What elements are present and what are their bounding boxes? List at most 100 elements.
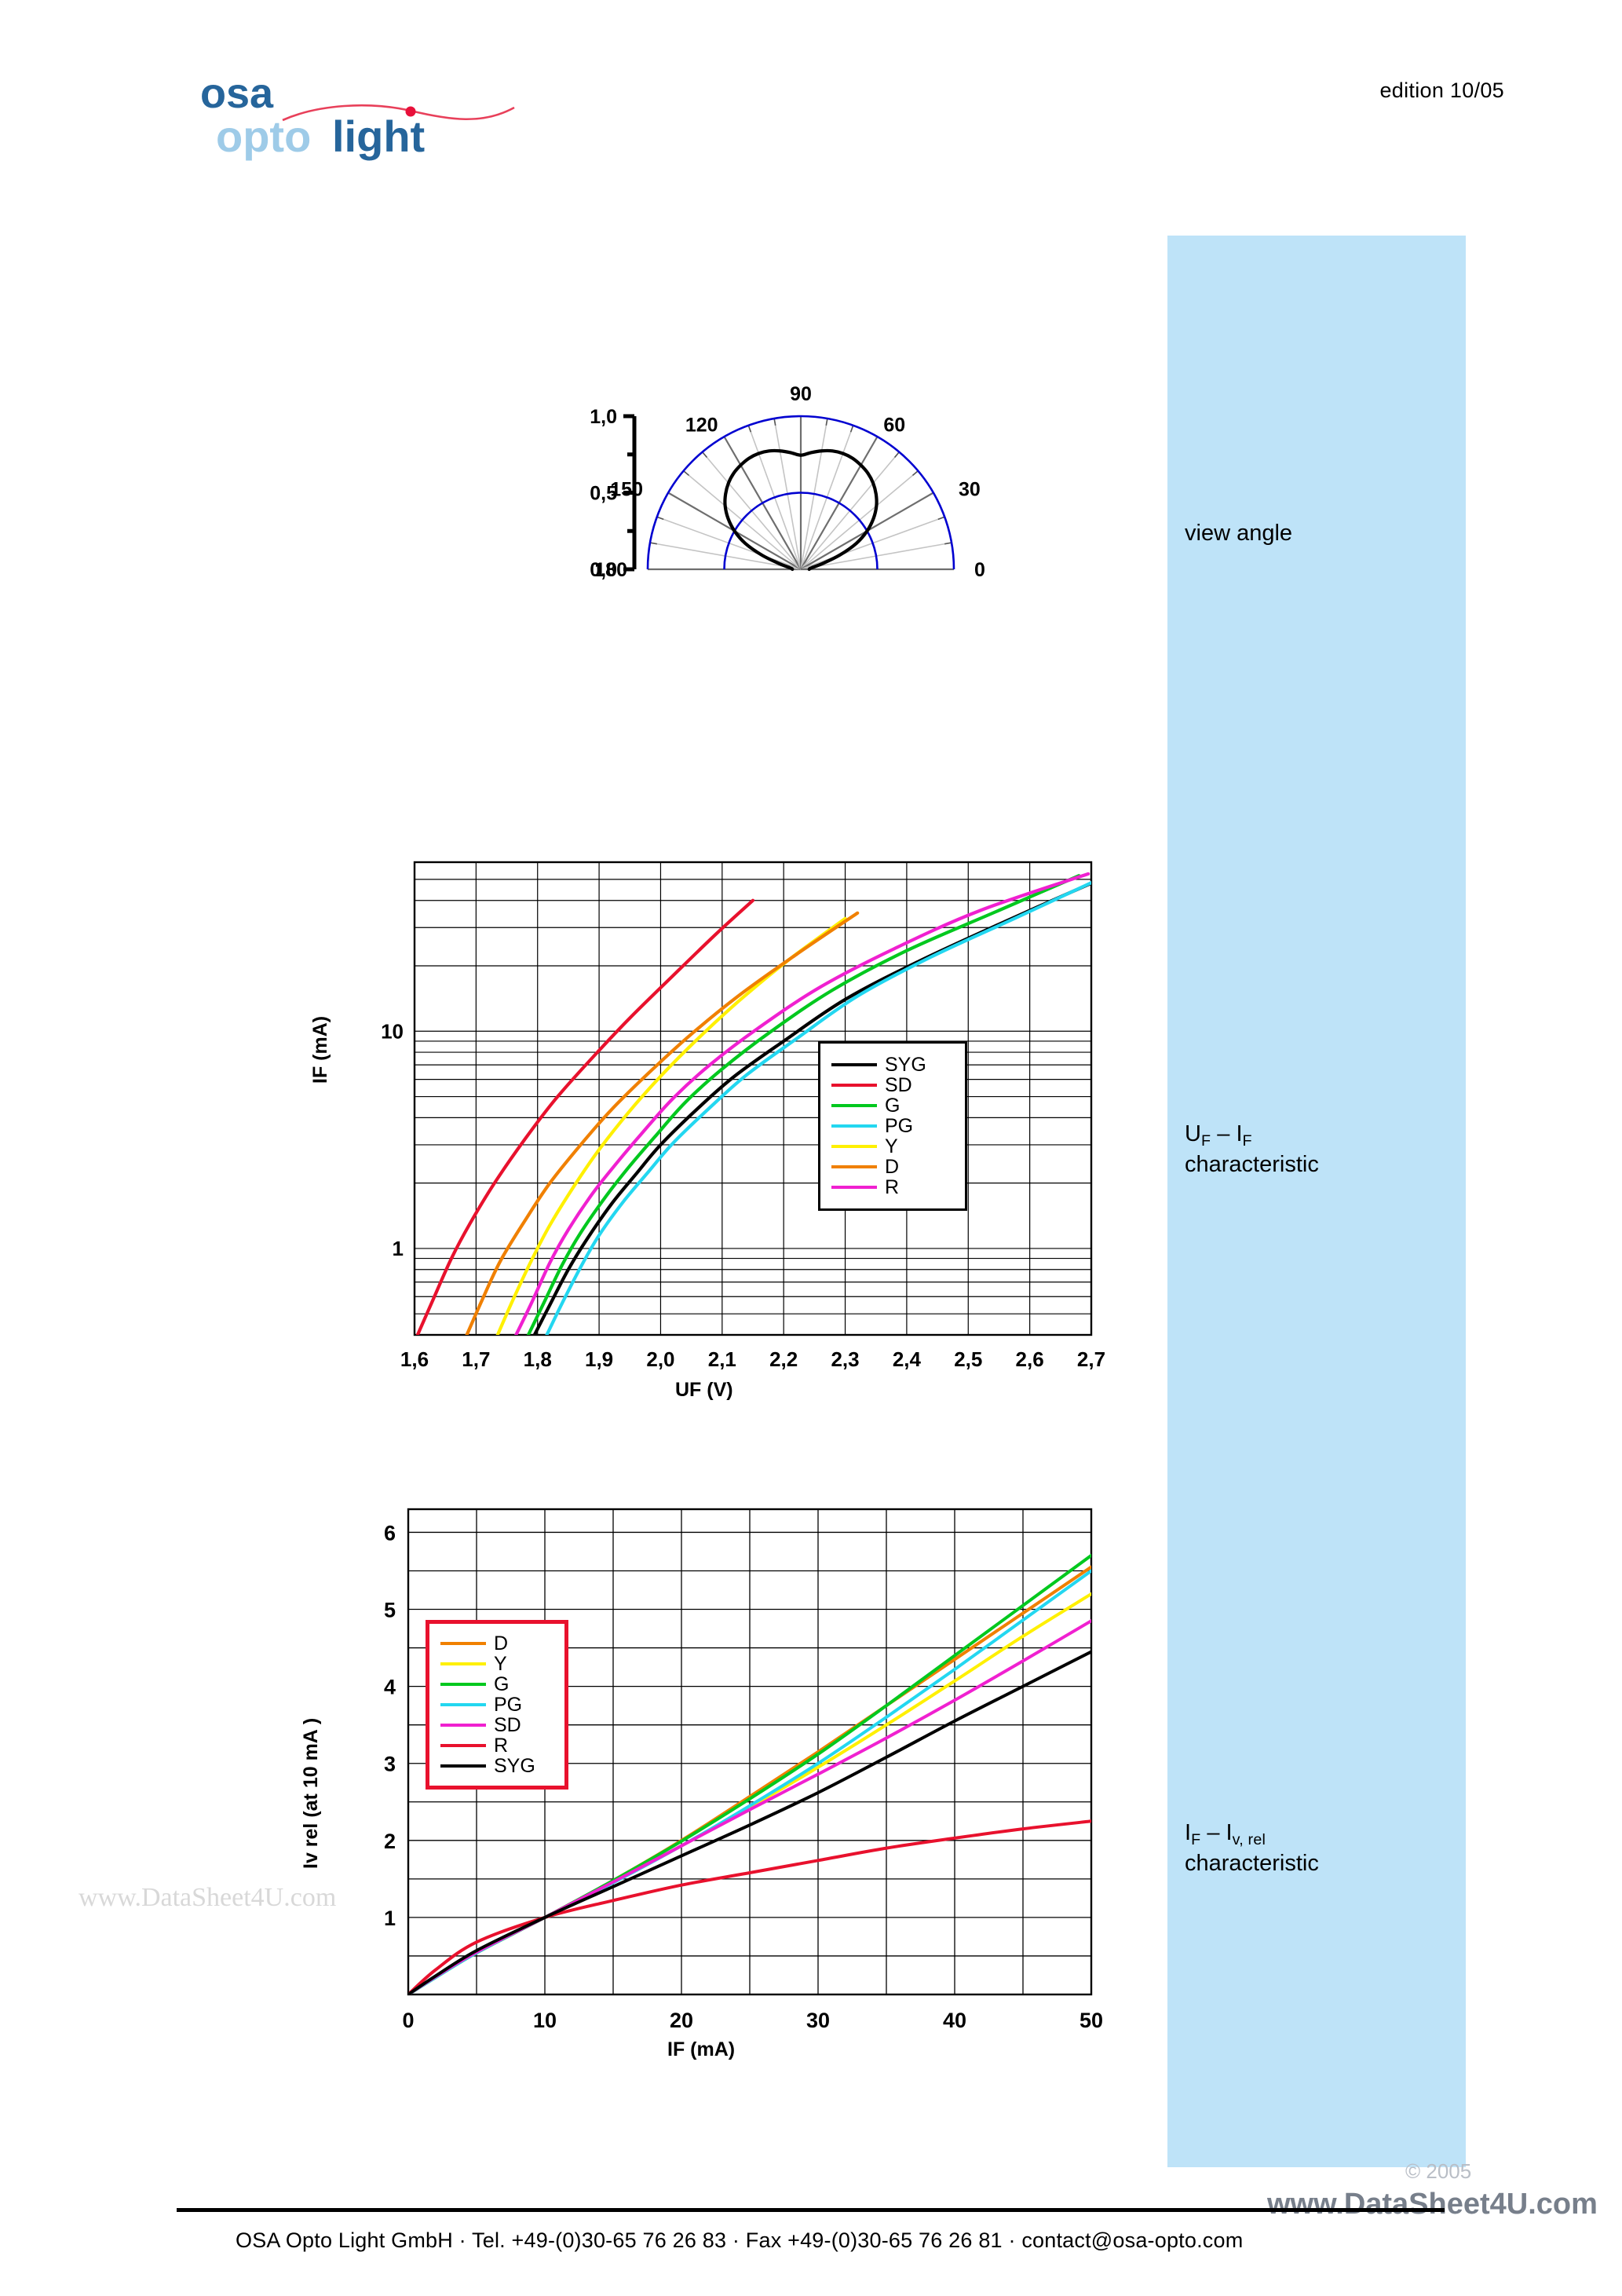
- legend-item: SYG: [831, 1055, 957, 1075]
- uf-if-xtick-label: 2,1: [708, 1347, 736, 1371]
- if-iv-series-r: [408, 1819, 1091, 1994]
- legend-label-sd: SD: [885, 1073, 912, 1096]
- polar-angle-label: 0: [974, 559, 985, 581]
- sidebar-label-if-iv-line2: characteristic: [1185, 1850, 1319, 1876]
- sidebar-label-if-iv: IF – Iv, rel characteristic: [1185, 1818, 1319, 1878]
- if-iv-series-group: [408, 1553, 1091, 1994]
- osa-opto-light-logo: osa opto light: [200, 67, 577, 161]
- legend-label-pg: PG: [885, 1114, 914, 1137]
- uf-if-series-g: [526, 874, 1081, 1335]
- sidebar-label-view-angle-text: view angle: [1185, 521, 1293, 546]
- uf-if-xtick-label: 1,8: [524, 1347, 552, 1371]
- legend-swatch-d: [831, 1165, 877, 1168]
- legend-label-g: G: [494, 1673, 510, 1695]
- if-iv-ytick-label: 5: [384, 1599, 396, 1622]
- legend-item: SYG: [440, 1756, 557, 1776]
- legend-swatch-pg: [440, 1703, 486, 1706]
- legend-label-r: R: [494, 1734, 509, 1757]
- if-iv-plot-frame: [407, 1508, 1093, 1996]
- uf-if-xtick-label: 1,7: [462, 1347, 490, 1371]
- legend-label-d: D: [494, 1632, 509, 1654]
- if-iv-xtick-label: 30: [806, 2009, 830, 2032]
- polar-group: 0,0 0,5 1,0 0 30 60 90 120 150 180: [590, 383, 985, 581]
- polar-angle-tick: [911, 470, 919, 477]
- if-iv-legend: D Y G PG SD R SYG: [426, 1620, 568, 1790]
- watermark-copyright: © 2005: [1405, 2159, 1472, 2183]
- uf-if-ytick-label: 1: [393, 1237, 404, 1260]
- watermark-middle: www.DataSheet4U.com: [79, 1883, 337, 1912]
- polar-angle-tick: [893, 452, 900, 459]
- uf-if-yaxis-title: IF (mA): [309, 1015, 331, 1084]
- if-iv-ytick-label: 1: [384, 1907, 396, 1930]
- sidebar-label-uf-if-line2: characteristic: [1185, 1151, 1319, 1177]
- if-iv-series-syg: [408, 1650, 1091, 1994]
- polar-radial-tick-label: 1,0: [590, 406, 617, 428]
- legend-swatch-sd: [440, 1724, 486, 1727]
- legend-swatch-syg: [831, 1063, 877, 1066]
- polar-angle-tick: [702, 452, 708, 459]
- uf-if-series-sd: [415, 898, 755, 1335]
- sidebar-blue-band: [1167, 236, 1466, 2167]
- uf-if-xtick-label: 2,5: [954, 1347, 982, 1371]
- legend-swatch-pg: [831, 1124, 877, 1128]
- legend-item: SD: [440, 1715, 557, 1735]
- legend-label-syg: SYG: [885, 1053, 926, 1076]
- polar-angle-tick: [649, 542, 657, 545]
- uf-if-xtick-label: 1,6: [400, 1347, 429, 1371]
- sidebar-label-uf-if: UF – IF characteristic: [1185, 1119, 1319, 1179]
- legend-item: R: [440, 1735, 557, 1756]
- legend-label-sd: SD: [494, 1713, 521, 1736]
- legend-label-r: R: [885, 1175, 900, 1198]
- legend-swatch-sd: [831, 1084, 877, 1087]
- sidebar-label-uf-if-line1: UF – IF: [1185, 1121, 1252, 1150]
- legend-item: PG: [831, 1116, 957, 1136]
- sidebar-label-if-iv-line1: IF – Iv, rel: [1185, 1820, 1266, 1848]
- uf-if-xaxis-title: UF (V): [675, 1379, 733, 1401]
- if-iv-ytick-label: 4: [384, 1676, 396, 1699]
- uf-if-group: 1 10 1,6 1,7 1,8 1,9 2,0 2,1 2,2 2,3 2,4 2,5 2,6 2,7: [381, 861, 1105, 1371]
- uf-if-ytick-label: 10: [381, 1019, 404, 1043]
- sidebar-label-view-angle: view angle: [1185, 518, 1292, 549]
- if-iv-xtick-label: 0: [402, 2009, 414, 2032]
- logo-word-light: light: [332, 112, 425, 161]
- polar-angle-label: 120: [685, 415, 718, 437]
- if-iv-xtick-label: 20: [670, 2009, 693, 2032]
- legend-item: G: [831, 1095, 957, 1116]
- legend-swatch-syg: [440, 1764, 486, 1768]
- polar-angle-tick: [825, 418, 828, 426]
- polar-angle-label: 60: [883, 415, 905, 437]
- if-iv-xtick-label: 40: [943, 2009, 966, 2032]
- if-iv-xaxis-title: IF (mA): [667, 2038, 736, 2060]
- if-iv-ytick-label: 2: [384, 1830, 396, 1853]
- polar-angle-label: 30: [959, 479, 981, 501]
- legend-label-pg: PG: [494, 1693, 523, 1716]
- polar-angle-tick: [944, 542, 952, 545]
- polar-angle-tick: [937, 516, 945, 521]
- uf-if-legend: SYG SD G PG Y D R: [818, 1041, 967, 1211]
- polar-angle-tick: [747, 425, 752, 433]
- polar-intensity-curve: [723, 448, 879, 572]
- legend-label-d: D: [885, 1155, 900, 1178]
- legend-label-y: Y: [494, 1652, 507, 1675]
- polar-angle-tick: [849, 425, 854, 433]
- footer-contact-text: OSA Opto Light GmbH · Tel. +49-(0)30-65 …: [236, 2228, 1244, 2252]
- if-iv-group: 1 2 3 4 5 6 0 10 20 30 40 50: [384, 1508, 1103, 2032]
- if-iv-ytick-label: 6: [384, 1521, 396, 1545]
- uf-if-series-d: [465, 911, 860, 1335]
- legend-swatch-g: [440, 1683, 486, 1686]
- polar-angle-tick: [656, 516, 664, 521]
- legend-item: SD: [831, 1075, 957, 1095]
- if-iv-rel-characteristic-chart: 1 2 3 4 5 6 0 10 20 30 40 50 D Y G PG SD R SYG IF (mA) Iv…: [300, 1492, 1123, 2073]
- polar-angle-tick: [773, 418, 776, 426]
- legend-item: G: [440, 1674, 557, 1695]
- legend-swatch-y: [440, 1662, 486, 1665]
- if-iv-xtick-label: 50: [1080, 2009, 1103, 2032]
- legend-label-syg: SYG: [494, 1754, 535, 1777]
- uf-if-series-y: [495, 916, 847, 1335]
- legend-label-y: Y: [885, 1135, 898, 1157]
- legend-swatch-r: [831, 1186, 877, 1189]
- if-iv-ytick-label: 3: [384, 1753, 396, 1776]
- legend-swatch-g: [831, 1104, 877, 1107]
- footer-divider: [177, 2208, 1445, 2212]
